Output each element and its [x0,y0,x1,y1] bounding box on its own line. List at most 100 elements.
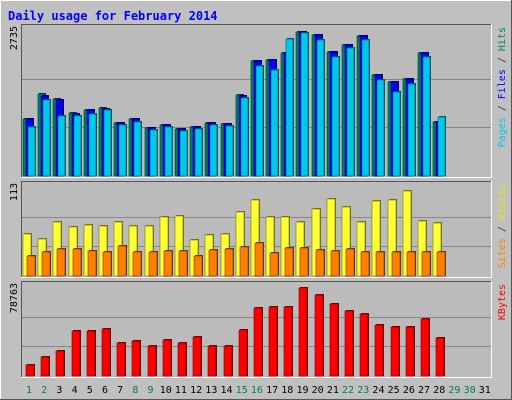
x-tick-label: 10 [160,385,172,396]
bar-fill [344,310,354,377]
bar-fill [57,115,66,177]
bar-sites-day-17 [269,252,279,277]
bar-fill [316,39,325,177]
bar-pages-day-8 [133,121,142,177]
bar-fill [101,328,111,377]
bar-kbytes-day-6 [101,328,111,377]
x-tick-label: 3 [56,385,62,396]
bar-fill [56,248,66,277]
bar-kbytes-day-10 [162,339,172,377]
bar-kbytes-day-4 [71,330,81,377]
bar-fill [179,130,188,177]
bar-kbytes-day-17 [268,306,278,377]
bar-fill [88,113,97,177]
bar-pages-day-19 [300,32,309,177]
y-max-label: 113 [9,183,20,201]
bar-sites-day-20 [315,249,325,277]
bar-kbytes-day-25 [390,326,400,377]
bar-pages-day-12 [194,128,203,177]
bar-kbytes-day-2 [40,356,50,377]
bar-kbytes-day-9 [147,345,157,377]
x-tick-label: 28 [433,385,445,396]
bar-fill [345,248,355,277]
bar-pages-day-24 [376,79,385,177]
bar-fill [40,356,50,377]
bar-fill [162,339,172,377]
x-tick-label: 11 [175,385,187,396]
bar-pages-day-11 [179,130,188,177]
chart-panels: 2735 Pages / Files / Hits 113 Sites / Visit… [9,24,508,378]
bar-sites-day-11 [178,250,188,277]
bar-pages-day-18 [285,38,294,177]
bar-fill [147,345,157,377]
bar-sites-day-13 [208,249,218,277]
bar-fill [253,307,263,377]
bar-fill [240,97,249,177]
bar-fill [422,56,431,177]
x-tick-label: 24 [372,385,384,396]
bar-kbytes-day-12 [192,336,202,377]
bar-fill [436,251,446,277]
bar-kbytes-day-13 [207,345,217,377]
bar-fill [41,251,51,277]
bar-pages-day-23 [361,39,370,177]
bar-fill [254,242,264,277]
bar-pages-day-2 [42,99,51,177]
series-label: Sites / Visits [497,184,508,268]
bar-fill [71,330,81,377]
bar-pages-day-3 [57,115,66,177]
bar-fill [178,250,188,277]
bar-fill [270,69,279,177]
bar-fill [118,124,127,177]
bar-fill [269,252,279,277]
bar-fill [239,246,249,277]
bar-fill [194,128,203,177]
bar-fill [314,294,324,377]
bar-sites-day-22 [345,248,355,277]
x-tick-label: 7 [117,385,123,396]
bar-kbytes-day-1 [25,364,35,377]
x-tick-label: 14 [220,385,232,396]
bar-fill [55,350,65,377]
bar-sites-day-25 [391,251,401,277]
bar-pages-day-17 [270,69,279,177]
x-tick-label: 20 [312,385,324,396]
bar-sites-day-10 [163,250,173,277]
series-label-part: Files [497,69,508,99]
bar-pages-day-25 [392,91,401,177]
bar-fill [164,126,173,177]
bar-pages-day-22 [346,47,355,177]
x-tick-label: 18 [281,385,293,396]
bar-fill [238,329,248,377]
bar-fill [360,251,370,277]
bar-kbytes-day-22 [344,310,354,377]
bar-kbytes-day-14 [223,345,233,377]
bar-sites-day-9 [148,251,158,277]
bar-fill [223,345,233,377]
bar-fill [284,247,294,277]
x-tick-label: 26 [403,385,415,396]
bar-fill [268,306,278,377]
bar-sites-day-18 [284,247,294,277]
bar-fill [331,56,340,177]
bar-pages-day-5 [88,113,97,177]
bar-kbytes-day-5 [86,330,96,377]
bar-sites-day-1 [26,255,36,277]
bar-fill [390,326,400,377]
x-tick-label: 8 [132,385,138,396]
bar-fill [26,255,36,277]
bar-sites-day-28 [436,251,446,277]
x-tick-label: 22 [342,385,354,396]
bar-fill [435,337,445,377]
bar-sites-day-12 [193,255,203,277]
bar-kbytes-day-16 [253,307,263,377]
panel-hits: 2735 Pages / Files / Hits [9,24,508,178]
bar-sites-day-21 [330,250,340,277]
bar-fill [86,330,96,377]
bar-pages-day-1 [27,126,36,177]
bar-kbytes-day-15 [238,329,248,377]
x-tick-label: 5 [87,385,93,396]
bar-sites-day-26 [406,251,416,277]
bar-pages-day-28 [437,116,446,177]
y-max-label: 2735 [9,26,20,50]
